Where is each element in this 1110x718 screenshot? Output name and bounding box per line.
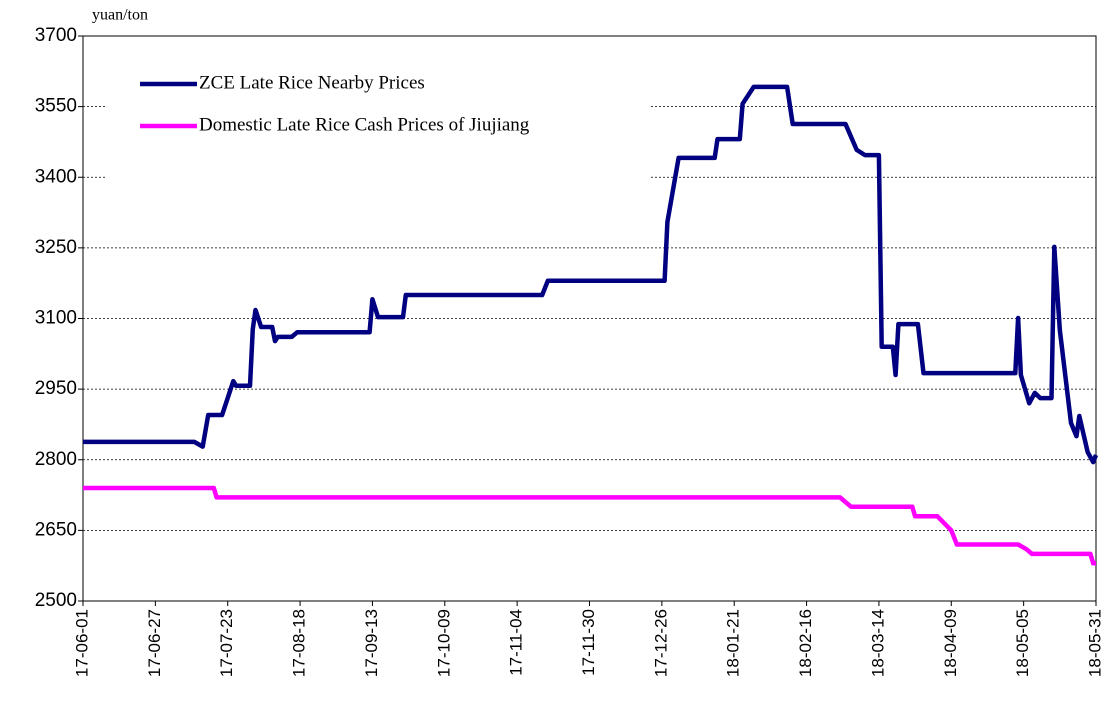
x-tick-label: 17-11-04: [507, 609, 526, 676]
x-tick-label: 18-02-16: [796, 609, 815, 677]
legend-label: Domestic Late Rice Cash Prices of Jiujia…: [199, 114, 530, 135]
x-tick-label: 17-08-18: [290, 609, 309, 677]
y-tick-label: 3400: [35, 166, 77, 187]
x-tick-label: 17-07-23: [217, 609, 236, 677]
x-tick-label: 18-04-09: [941, 609, 960, 677]
y-axis-unit: yuan/ton: [92, 7, 148, 24]
y-tick-label: 2800: [35, 449, 77, 470]
y-tick-label: 3550: [35, 96, 77, 117]
x-tick-label: 18-05-31: [1085, 609, 1104, 677]
x-tick-label: 18-03-14: [868, 609, 887, 677]
y-tick-label: 3700: [35, 25, 77, 46]
x-tick-label: 17-06-01: [72, 609, 91, 677]
legend-label: ZCE Late Rice Nearby Prices: [199, 72, 425, 93]
y-tick-label: 2650: [35, 519, 77, 540]
y-tick-label: 3250: [35, 237, 77, 258]
y-tick-label: 2950: [35, 378, 77, 399]
x-tick-label: 18-01-21: [724, 609, 743, 677]
y-tick-label: 2500: [35, 590, 77, 611]
y-tick-label: 3100: [35, 308, 77, 329]
plot-frame: [82, 35, 1097, 602]
x-tick-label: 17-12-26: [651, 609, 670, 677]
x-tick-label: 17-06-27: [145, 609, 164, 677]
x-tick-label: 17-09-13: [362, 609, 381, 677]
x-tick-label: 18-05-05: [1013, 609, 1032, 677]
series-line: [83, 84, 1099, 465]
series-line: [83, 485, 1096, 566]
x-tick-label: 17-11-30: [579, 609, 598, 676]
x-tick-label: 17-10-09: [434, 609, 453, 677]
